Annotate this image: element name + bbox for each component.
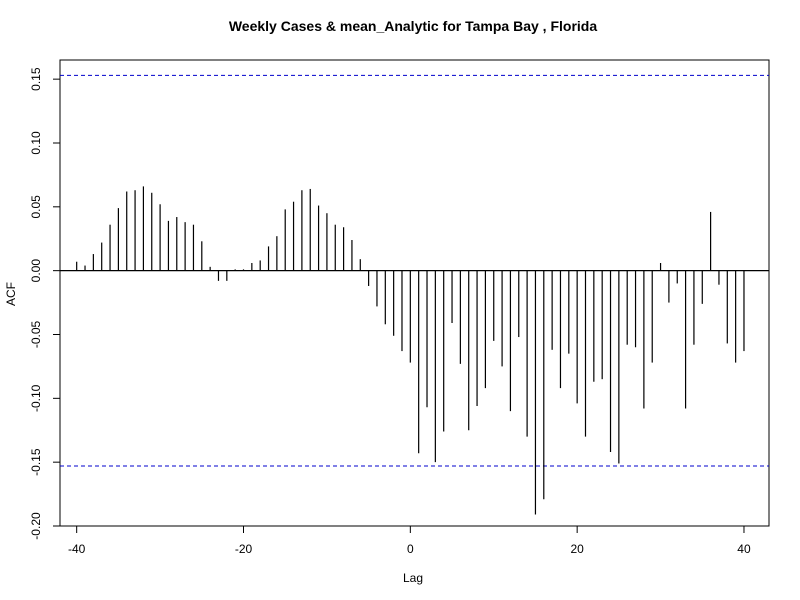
x-tick-label: 40: [737, 542, 751, 556]
y-tick-label: -0.20: [29, 512, 43, 540]
plot-area: -40 -20 0 20 40 -0.20 -0.15 -0.10 -0.05 0.00 0.05 0…: [29, 59, 770, 556]
x-axis-label: Lag: [403, 571, 423, 585]
y-tick-label: 0.15: [29, 67, 43, 91]
y-tick-label: 0.00: [29, 259, 43, 283]
x-tick-label: -40: [68, 542, 86, 556]
y-tick-label: -0.10: [29, 384, 43, 412]
y-tick-label: 0.05: [29, 195, 43, 219]
y-axis-label: ACF: [4, 282, 18, 306]
x-tick-label: 20: [570, 542, 584, 556]
y-tick-label: -0.05: [29, 320, 43, 348]
y-tick-label: -0.15: [29, 448, 43, 476]
plot-frame: [59, 59, 770, 527]
x-tick-label: -20: [235, 542, 253, 556]
chart-title: Weekly Cases & mean_Analytic for Tampa B…: [229, 18, 598, 34]
y-tick-label: 0.10: [29, 131, 43, 155]
x-tick-label: 0: [407, 542, 414, 556]
